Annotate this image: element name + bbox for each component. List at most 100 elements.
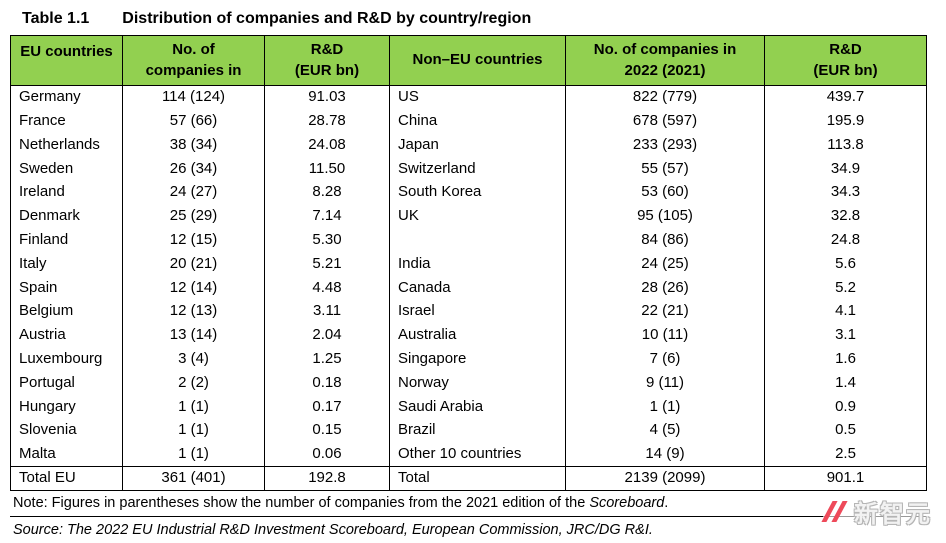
cell-eu: Finland — [10, 228, 123, 253]
note-text: Note: Figures in parentheses show the nu… — [13, 494, 590, 511]
cell-ne: Canada — [389, 275, 566, 300]
cell-eu_n: 12 (13) — [122, 299, 265, 324]
cell-eu_rd: 1.25 — [264, 347, 390, 372]
cell-eu_n: 57 (66) — [122, 109, 265, 134]
cell-eu_n: 38 (34) — [122, 133, 265, 157]
table-row: Ireland 24 (27) 8.28 South Korea 53 (60) 34.3 — [10, 180, 927, 205]
cell-eu_rd: 0.15 — [264, 418, 390, 443]
cell-eu_n: 24 (27) — [122, 180, 265, 205]
cell-ne_n: 95 (105) — [565, 204, 765, 229]
cell-total-eu-rd: 192.8 — [264, 465, 390, 491]
cell-ne_n: 53 (60) — [565, 180, 765, 205]
table-row: Hungary 1 (1) 0.17 Saudi Arabia 1 (1) 0.9 — [10, 394, 927, 419]
header-eu-companies: No. of companies in — [122, 35, 265, 86]
cell-ne_rd: 1.4 — [764, 371, 927, 395]
cell-eu: Ireland — [10, 180, 123, 205]
cell-ne: South Korea — [389, 180, 566, 205]
cell-ne: Japan — [389, 133, 566, 157]
header-noneu-countries: Non–EU countries — [389, 35, 566, 86]
cell-eu: Germany — [10, 85, 123, 110]
header-line: 2022 (2021) — [624, 61, 706, 79]
cell-eu_n: 12 (15) — [122, 228, 265, 253]
watermark-slashes-icon — [821, 501, 848, 522]
header-line: R&D — [829, 41, 862, 59]
table-row: France 57 (66) 28.78 China 678 (597) 195.9 — [10, 109, 927, 134]
cell-eu_n: 12 (14) — [122, 275, 265, 300]
cell-eu_rd: 8.28 — [264, 180, 390, 205]
cell-ne_rd: 3.1 — [764, 323, 927, 348]
header-noneu-companies: No. of companies in 2022 (2021) — [565, 35, 765, 86]
cell-ne_rd: 2.5 — [764, 442, 927, 467]
cell-eu: Portugal — [10, 371, 123, 395]
cell-ne_rd: 34.3 — [764, 180, 927, 205]
header-line: No. of companies in — [593, 41, 737, 59]
cell-eu_rd: 0.17 — [264, 394, 390, 419]
cell-eu_n: 25 (29) — [122, 204, 265, 229]
note-italic-word: Scoreboard — [589, 494, 665, 511]
table-body: Germany 114 (124) 91.03 US 822 (779) 439.7 Fra… — [10, 85, 927, 467]
cell-eu: Malta — [10, 442, 123, 467]
header-line: (EUR bn) — [813, 61, 878, 79]
table-row: Italy 20 (21) 5.21 India 24 (25) 5.6 — [10, 252, 927, 276]
cell-eu_rd: 3.11 — [264, 299, 390, 324]
cell-ne: Brazil — [389, 418, 566, 443]
header-eu-countries: EU countries — [10, 35, 123, 86]
cell-ne_rd: 4.1 — [764, 299, 927, 324]
table-row: Sweden 26 (34) 11.50 Switzerland 55 (57) 34.9 — [10, 156, 927, 181]
cell-eu_rd: 5.30 — [264, 228, 390, 253]
cell-eu_rd: 28.78 — [264, 109, 390, 134]
header-line: No. of — [172, 41, 215, 59]
table-row: Austria 13 (14) 2.04 Australia 10 (11) 3.1 — [10, 323, 927, 348]
cell-eu_rd: 0.06 — [264, 442, 390, 467]
cell-ne_n: 9 (11) — [565, 371, 765, 395]
cell-ne_rd: 32.8 — [764, 204, 927, 229]
cell-ne: China — [389, 109, 566, 134]
table-row: Slovenia 1 (1) 0.15 Brazil 4 (5) 0.5 — [10, 418, 927, 443]
cell-ne_n: 24 (25) — [565, 252, 765, 276]
cell-ne_n: 7 (6) — [565, 347, 765, 372]
cell-eu_n: 20 (21) — [122, 252, 265, 276]
source: Source: The 2022 EU Industrial R&D Inves… — [13, 521, 653, 538]
cell-eu_rd: 0.18 — [264, 371, 390, 395]
header-eu-rd: R&D (EUR bn) — [264, 35, 390, 86]
cell-eu_n: 3 (4) — [122, 347, 265, 372]
cell-eu_rd: 11.50 — [264, 156, 390, 181]
table-row: Luxembourg 3 (4) 1.25 Singapore 7 (6) 1.6 — [10, 347, 927, 372]
cell-eu: France — [10, 109, 123, 134]
note-suffix: . — [664, 494, 669, 511]
cell-ne: US — [389, 85, 566, 110]
cell-ne: Other 10 countries — [389, 442, 566, 467]
cell-eu_rd: 91.03 — [264, 85, 390, 110]
table-row: Malta 1 (1) 0.06 Other 10 countries 14 (9) 2.… — [10, 442, 927, 467]
note: Note: Figures in parentheses show the nu… — [10, 491, 926, 517]
cell-eu: Hungary — [10, 394, 123, 419]
cell-ne_n: 14 (9) — [565, 442, 765, 467]
cell-ne — [389, 228, 566, 253]
table-row: Denmark 25 (29) 7.14 UK 95 (105) 32.8 — [10, 204, 927, 229]
cell-ne_rd: 5.6 — [764, 252, 927, 276]
cell-eu: Slovenia — [10, 418, 123, 443]
table-number: Table 1.1 — [22, 10, 90, 27]
cell-ne_rd: 439.7 — [764, 85, 927, 110]
cell-eu: Belgium — [10, 299, 123, 324]
table-row: Spain 12 (14) 4.48 Canada 28 (26) 5.2 — [10, 275, 927, 300]
header-row: EU countries No. of companies in R&D (EU… — [10, 35, 927, 86]
cell-total-noneu-label: Total — [389, 465, 566, 491]
watermark: 新智元 — [821, 492, 936, 531]
cell-ne_rd: 34.9 — [764, 156, 927, 181]
cell-ne_n: 4 (5) — [565, 418, 765, 443]
cell-total-eu-label: Total EU — [10, 465, 123, 491]
cell-ne: UK — [389, 204, 566, 229]
cell-ne_rd: 195.9 — [764, 109, 927, 134]
cell-eu: Netherlands — [10, 133, 123, 157]
cell-eu: Luxembourg — [10, 347, 123, 372]
cell-ne_rd: 113.8 — [764, 133, 927, 157]
table-caption: Distribution of companies and R&D by cou… — [122, 10, 532, 27]
header-line: R&D — [310, 41, 344, 59]
cell-ne_n: 822 (779) — [565, 85, 765, 110]
table-row: Netherlands 38 (34) 24.08 Japan 233 (293) 113… — [10, 133, 927, 157]
cell-eu_rd: 7.14 — [264, 204, 390, 229]
cell-ne: Switzerland — [389, 156, 566, 181]
cell-eu: Sweden — [10, 156, 123, 181]
